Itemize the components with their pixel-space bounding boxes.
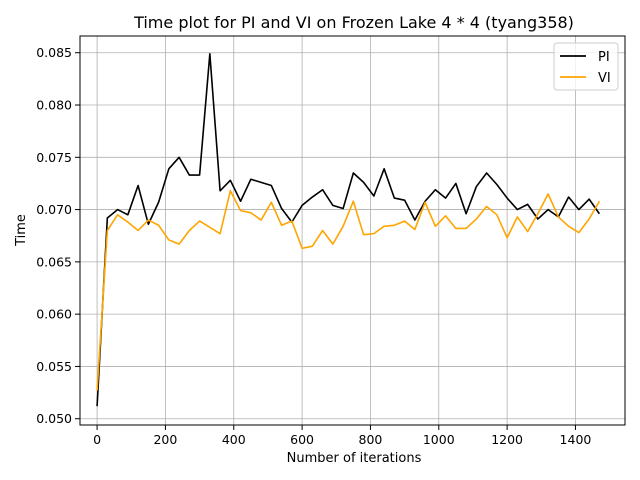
legend-label-vi: VI xyxy=(598,71,611,86)
x-tick-label: 200 xyxy=(153,432,177,447)
series-line-vi xyxy=(96,189,601,391)
grid xyxy=(80,36,625,425)
series-line-pi xyxy=(96,52,601,407)
y-tick-label: 0.080 xyxy=(36,98,72,113)
x-tick-label: 1000 xyxy=(423,432,455,447)
x-tick-label: 400 xyxy=(222,432,246,447)
y-tick-label: 0.085 xyxy=(36,45,72,60)
y-tick-label: 0.065 xyxy=(36,254,72,269)
x-tick-label: 800 xyxy=(359,432,383,447)
y-axis-label: Time xyxy=(14,214,29,247)
y-tick-label: 0.070 xyxy=(36,202,72,217)
plot-frame xyxy=(79,35,626,426)
y-tick-label: 0.075 xyxy=(36,150,72,165)
x-tick-label: 1400 xyxy=(560,432,592,447)
y-tick-label: 0.060 xyxy=(36,307,72,322)
y-tick-label: 0.055 xyxy=(36,359,72,374)
x-tick-label: 600 xyxy=(290,432,314,447)
chart-title: Time plot for PI and VI on Frozen Lake 4… xyxy=(133,13,574,32)
legend: PI VI xyxy=(553,42,619,91)
axis-ticks: 0 200 400 600 800 1000 1200 1400 0.050 0.055 0.060… xyxy=(36,45,591,447)
y-tick-label: 0.050 xyxy=(36,411,72,426)
x-tick-label: 0 xyxy=(93,432,101,447)
legend-box xyxy=(553,42,619,91)
x-axis-label: Number of iterations xyxy=(287,451,422,466)
x-tick-label: 1200 xyxy=(491,432,523,447)
legend-label-pi: PI xyxy=(598,50,610,65)
series-lines xyxy=(96,52,601,407)
